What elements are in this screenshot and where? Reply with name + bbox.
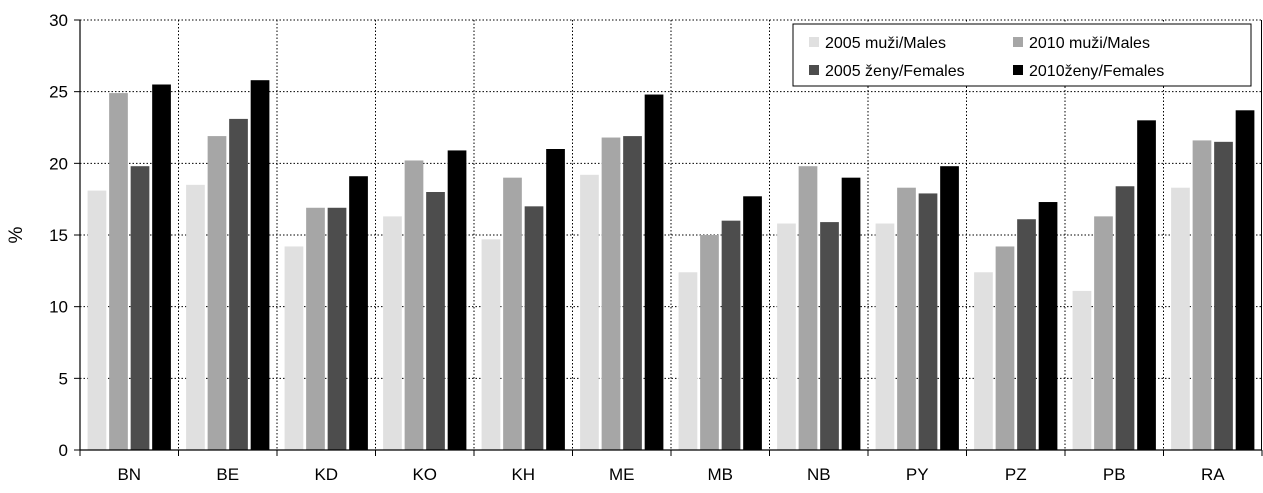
bar-NB-3 (820, 222, 839, 450)
bar-BE-1 (186, 184, 205, 451)
legend-label-3: 2005 ženy/Females (825, 63, 965, 80)
bar-BE-4 (250, 80, 270, 450)
bar-MB-2 (700, 235, 719, 450)
bar-RA-4 (1235, 110, 1255, 451)
bar-PB-3 (1115, 186, 1135, 450)
x-tick-label-MB: MB (708, 465, 734, 484)
bar-KH-2 (503, 177, 522, 450)
y-tick-label: 0 (59, 441, 68, 460)
bar-PZ-4 (1038, 202, 1058, 450)
x-tick-label-PB: PB (1103, 465, 1126, 484)
bar-KO-2 (404, 160, 424, 450)
legend-swatch-4 (1013, 65, 1023, 75)
grid-lines (80, 19, 1262, 450)
bar-KH-1 (481, 239, 501, 450)
bar-RA-1 (1171, 187, 1190, 450)
bars (87, 80, 1255, 451)
bar-PY-1 (875, 223, 895, 450)
bar-ME-4 (644, 94, 664, 451)
bar-PY-3 (918, 193, 938, 450)
bar-KD-4 (349, 176, 368, 450)
legend-label-2: 2010 muži/Males (1029, 35, 1150, 52)
bar-ME-1 (580, 174, 599, 451)
bar-PZ-2 (995, 246, 1015, 450)
x-tick-label-BN: BN (117, 465, 141, 484)
bar-ME-3 (623, 136, 642, 450)
bar-RA-2 (1192, 140, 1212, 450)
bar-ME-2 (601, 137, 621, 451)
bar-BN-3 (130, 166, 150, 450)
x-tick-label-KH: KH (511, 465, 535, 484)
bar-BN-2 (109, 93, 128, 450)
legend-swatch-1 (809, 37, 819, 47)
legend-swatch-2 (1013, 37, 1023, 47)
bar-RA-3 (1214, 141, 1233, 451)
x-tick-label-KD: KD (314, 465, 338, 484)
bar-PY-2 (897, 187, 916, 450)
bar-KH-4 (546, 149, 565, 450)
bar-NB-4 (841, 177, 861, 450)
bar-MB-3 (721, 220, 741, 450)
y-tick-label: 15 (49, 226, 68, 245)
legend: 2005 muži/Males 2010 muži/Males 2005 ženy/… (792, 23, 1252, 87)
bar-PB-2 (1094, 216, 1113, 450)
x-tick-label-ME: ME (609, 465, 635, 484)
y-tick-label: 30 (49, 11, 68, 30)
legend-label-4: 2010ženy/Females (1029, 63, 1164, 80)
x-tick-label-NB: NB (807, 465, 831, 484)
bar-BN-4 (152, 84, 171, 450)
y-tick-label: 10 (49, 298, 68, 317)
bar-PB-1 (1072, 290, 1092, 450)
x-tick-label-KO: KO (412, 465, 437, 484)
x-tick-label-PY: PY (906, 465, 929, 484)
x-tick-label-RA: RA (1201, 465, 1225, 484)
y-tick-label: 20 (49, 154, 68, 173)
bar-NB-2 (798, 166, 818, 450)
bar-BE-3 (229, 118, 248, 451)
x-tick-label-PZ: PZ (1005, 465, 1027, 484)
tick-labels: 0 5 10 15 20 25 30 BN BE KD KO KH ME MB NB PY PZ PB RA (49, 11, 1263, 484)
y-axis-title: % (6, 226, 27, 243)
bar-KO-1 (383, 216, 402, 450)
bar-BN-1 (87, 190, 107, 451)
y-tick-label: 5 (59, 369, 68, 388)
legend-label-1: 2005 muži/Males (825, 35, 946, 52)
bar-KD-1 (284, 246, 304, 450)
legend-box (792, 23, 1252, 87)
bar-PZ-3 (1017, 219, 1036, 450)
bar-BE-2 (207, 136, 227, 450)
bar-KD-2 (306, 207, 325, 450)
bar-PY-4 (940, 166, 959, 450)
bar-PB-4 (1137, 120, 1156, 450)
bar-NB-1 (777, 223, 796, 450)
legend-swatch-3 (809, 65, 819, 75)
y-tick-label: 25 (49, 83, 68, 102)
x-tick-label-BE: BE (216, 465, 239, 484)
bar-MB-1 (678, 272, 698, 450)
bar-KO-3 (426, 192, 445, 450)
bar-MB-4 (743, 196, 762, 450)
bar-KD-3 (327, 207, 347, 450)
bar-KO-4 (447, 150, 467, 450)
bar-PZ-1 (974, 272, 993, 450)
bar-KH-3 (524, 206, 544, 450)
